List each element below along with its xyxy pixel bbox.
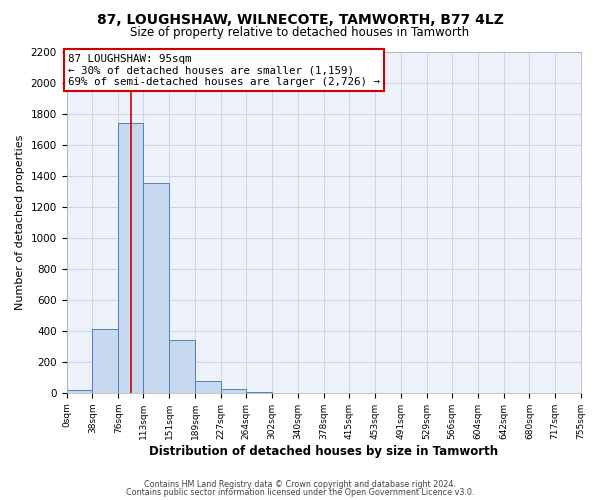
Bar — [221, 389, 246, 393]
Y-axis label: Number of detached properties: Number of detached properties — [15, 134, 25, 310]
Bar — [143, 184, 169, 393]
Bar — [118, 123, 143, 393]
Bar — [67, 390, 92, 393]
Bar — [246, 392, 272, 393]
Text: Size of property relative to detached houses in Tamworth: Size of property relative to detached ho… — [130, 26, 470, 39]
Text: Contains HM Land Registry data © Crown copyright and database right 2024.: Contains HM Land Registry data © Crown c… — [144, 480, 456, 489]
Text: Contains public sector information licensed under the Open Government Licence v3: Contains public sector information licen… — [126, 488, 474, 497]
Text: 87, LOUGHSHAW, WILNECOTE, TAMWORTH, B77 4LZ: 87, LOUGHSHAW, WILNECOTE, TAMWORTH, B77 … — [97, 12, 503, 26]
Bar — [92, 329, 118, 393]
Bar — [169, 340, 195, 393]
Text: 87 LOUGHSHAW: 95sqm
← 30% of detached houses are smaller (1,159)
69% of semi-det: 87 LOUGHSHAW: 95sqm ← 30% of detached ho… — [68, 54, 380, 87]
Bar — [195, 381, 221, 393]
X-axis label: Distribution of detached houses by size in Tamworth: Distribution of detached houses by size … — [149, 444, 498, 458]
